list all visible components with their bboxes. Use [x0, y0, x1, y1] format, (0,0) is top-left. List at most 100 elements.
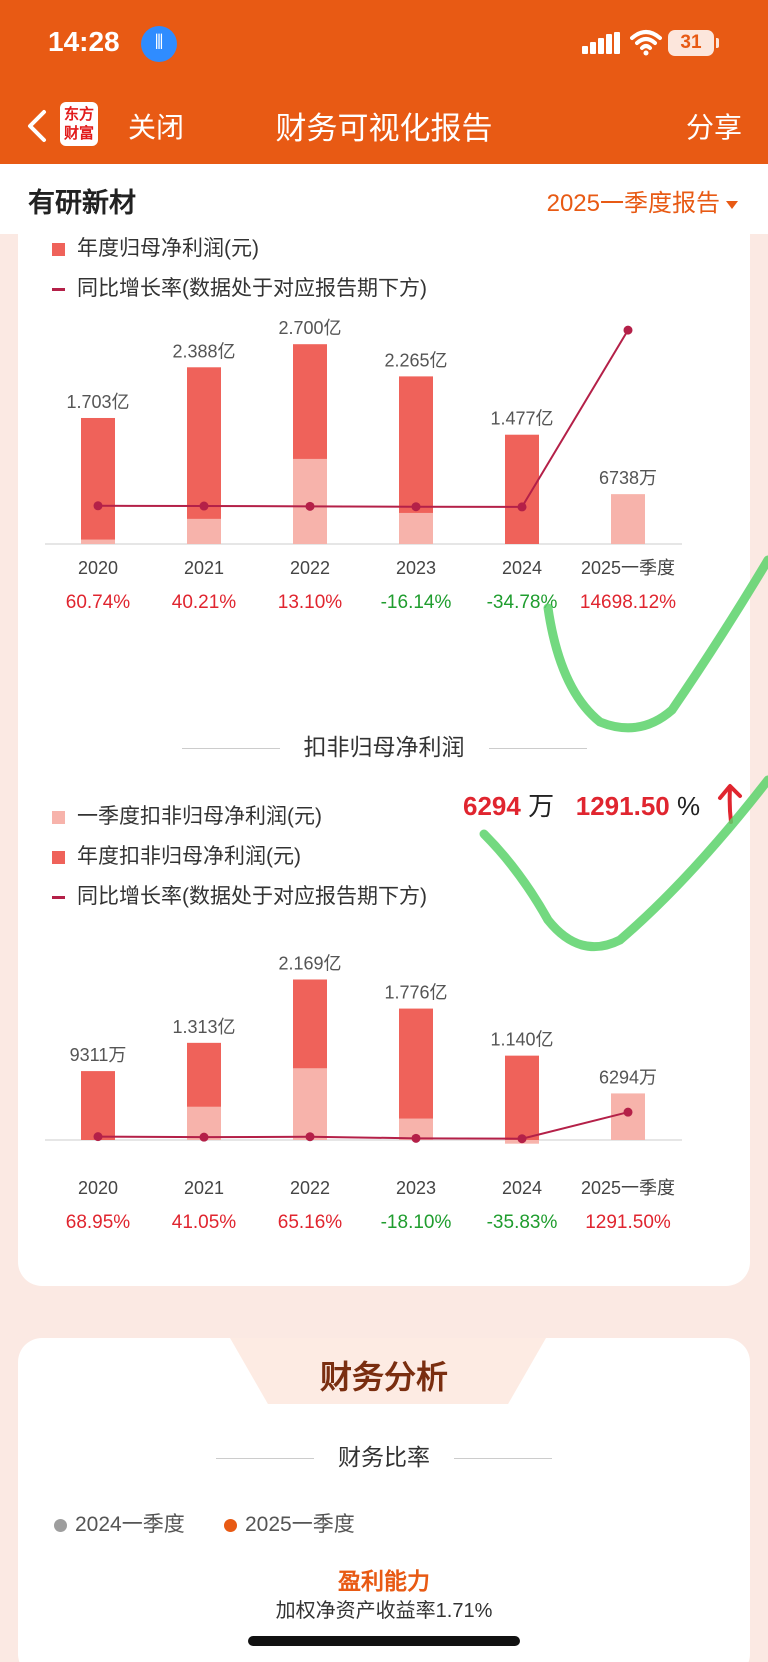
value-label: 2.265亿	[384, 350, 447, 370]
growth-point[interactable]	[411, 502, 421, 512]
value-label: 6738万	[599, 468, 657, 488]
quarter-bar-2022[interactable]	[293, 458, 327, 544]
annual-bar-2024[interactable]	[505, 1055, 539, 1140]
page-title: 财务可视化报告	[275, 111, 493, 146]
value-label: 1.477亿	[490, 409, 553, 429]
growth-point[interactable]	[199, 1132, 209, 1142]
annual-bar-2020[interactable]	[81, 1071, 115, 1140]
handwritten-annotation: 6294 万 1291.50 %	[463, 786, 700, 823]
chart1-legend-growth[interactable]: 同比增长率(数据处于对应报告期下方)	[52, 272, 427, 302]
growth-point[interactable]	[623, 325, 633, 335]
financial-analysis-card: 财务分析 财务比率 2024一季度 2025一季度 盈利能力 加权净资产收益率1…	[18, 1338, 750, 1662]
net-profit-chart: 1.703亿 2020 60.74% 2.388亿 2021 40.21% 2.700亿 20…	[45, 318, 682, 613]
share-button[interactable]: 分享	[685, 112, 742, 143]
quarter-bar-2023[interactable]	[399, 1118, 433, 1140]
value-label: 6294万	[599, 1067, 657, 1087]
annual-bar-2024[interactable]	[505, 434, 539, 544]
status-time: 14:28	[48, 26, 120, 57]
growth-label: -35.83%	[487, 1212, 558, 1233]
category-label: 2025一季度	[581, 558, 675, 578]
annual-bar-2021[interactable]	[187, 367, 221, 544]
close-button[interactable]: 关闭	[128, 112, 185, 143]
growth-point[interactable]	[623, 1107, 633, 1117]
back-arrow-icon[interactable]	[24, 108, 52, 144]
analysis-legend-2025q1[interactable]: 2025一季度	[224, 1508, 355, 1538]
cellular-signal-icon	[582, 32, 620, 54]
legend-swatch	[52, 287, 65, 291]
value-label: 1.703亿	[66, 392, 129, 412]
growth-point[interactable]	[411, 1133, 421, 1143]
nav-bar: 东方 财富 关闭 财务可视化报告 分享	[0, 88, 768, 164]
chart1-legend-annual[interactable]: 年度归母净利润(元)	[52, 232, 259, 262]
legend-swatch	[52, 850, 65, 864]
quarter-bar-2025一季度[interactable]	[611, 1093, 645, 1140]
value-label: 9311万	[70, 1045, 127, 1065]
profitability-title: 盈利能力	[338, 1568, 430, 1594]
growth-point[interactable]	[93, 501, 103, 511]
growth-line	[97, 1111, 629, 1140]
brand-logo: 东方 财富	[60, 102, 98, 146]
growth-line	[97, 329, 629, 508]
analysis-title: 财务分析	[319, 1359, 448, 1395]
value-label: 2.388亿	[172, 341, 235, 361]
legend-dot	[224, 1518, 237, 1532]
analysis-tab-background	[230, 1338, 546, 1404]
chart2-title-text: 扣非归母净利润	[303, 734, 465, 760]
chart2-legend-quarter[interactable]: 一季度扣非归母净利润(元)	[52, 800, 322, 830]
wifi-icon	[630, 30, 662, 56]
quarter-bar-2022[interactable]	[293, 1068, 327, 1140]
roe-text: 加权净资产收益率1.71%	[275, 1600, 493, 1622]
stock-name: 有研新材	[28, 188, 136, 218]
legend-swatch	[52, 810, 65, 824]
growth-point[interactable]	[305, 501, 315, 511]
growth-point[interactable]	[305, 1132, 315, 1142]
chart2-legend-annual[interactable]: 年度扣非归母净利润(元)	[52, 840, 301, 870]
report-period-dropdown[interactable]: 2025一季度报告	[547, 183, 738, 218]
value-label: 2.169亿	[278, 953, 341, 973]
category-label: 2023	[396, 558, 436, 578]
legend-swatch	[52, 242, 65, 256]
annual-bar-2023[interactable]	[399, 1008, 433, 1140]
chart2-legend-growth[interactable]: 同比增长率(数据处于对应报告期下方)	[52, 880, 427, 910]
growth-point[interactable]	[517, 1134, 527, 1144]
growth-label: 13.10%	[278, 592, 343, 613]
quarter-bar-2023[interactable]	[399, 512, 433, 544]
growth-point[interactable]	[93, 1132, 103, 1142]
stock-header: 有研新材 2025一季度报告	[0, 164, 768, 234]
up-arrow-icon	[718, 784, 742, 824]
legend-label: 一季度扣非归母净利润(元)	[77, 805, 322, 828]
legend-label: 同比增长率(数据处于对应报告期下方)	[77, 277, 427, 300]
category-label: 2022	[290, 558, 330, 578]
category-label: 2023	[396, 1178, 436, 1198]
legend-label: 年度归母净利润(元)	[77, 237, 259, 260]
category-label: 2025一季度	[581, 1178, 675, 1198]
brand-logo-line2: 财富	[63, 125, 94, 142]
growth-label: 60.74%	[66, 592, 131, 613]
growth-label: 65.16%	[278, 1212, 343, 1233]
legend-swatch	[52, 895, 65, 899]
deducted-net-profit-chart: 9311万 2020 68.95% 1.313亿 2021 41.05% 2.169亿 202…	[45, 953, 682, 1233]
growth-label: 40.21%	[172, 592, 237, 613]
annual-bar-2020[interactable]	[81, 417, 115, 544]
value-label: 1.140亿	[490, 1030, 553, 1050]
analysis-legend-2024q1[interactable]: 2024一季度	[54, 1508, 185, 1538]
profit-charts-card: 年度归母净利润(元) 同比增长率(数据处于对应报告期下方) 1.703亿 2020…	[18, 234, 750, 1286]
quarter-bar-2025一季度[interactable]	[611, 494, 645, 544]
quarter-bar-2020[interactable]	[81, 539, 115, 544]
caret-down-icon	[726, 200, 738, 209]
category-label: 2021	[184, 1178, 224, 1198]
growth-label: -34.78%	[487, 592, 558, 613]
growth-point[interactable]	[199, 501, 209, 511]
value-label: 2.700亿	[278, 318, 341, 338]
legend-label: 年度扣非归母净利润(元)	[77, 845, 301, 868]
growth-point[interactable]	[517, 502, 527, 512]
annotation-value-unit: 万	[528, 791, 555, 821]
ratio-title-text: 财务比率	[338, 1444, 430, 1470]
chart2-title: 扣非归母净利润	[18, 728, 750, 762]
legend-label: 2024一季度	[75, 1513, 185, 1536]
category-label: 2020	[78, 1178, 118, 1198]
category-label: 2024	[502, 558, 542, 578]
category-label: 2024	[502, 1178, 542, 1198]
growth-label: -16.14%	[381, 592, 452, 613]
quarter-bar-2021[interactable]	[187, 518, 221, 544]
